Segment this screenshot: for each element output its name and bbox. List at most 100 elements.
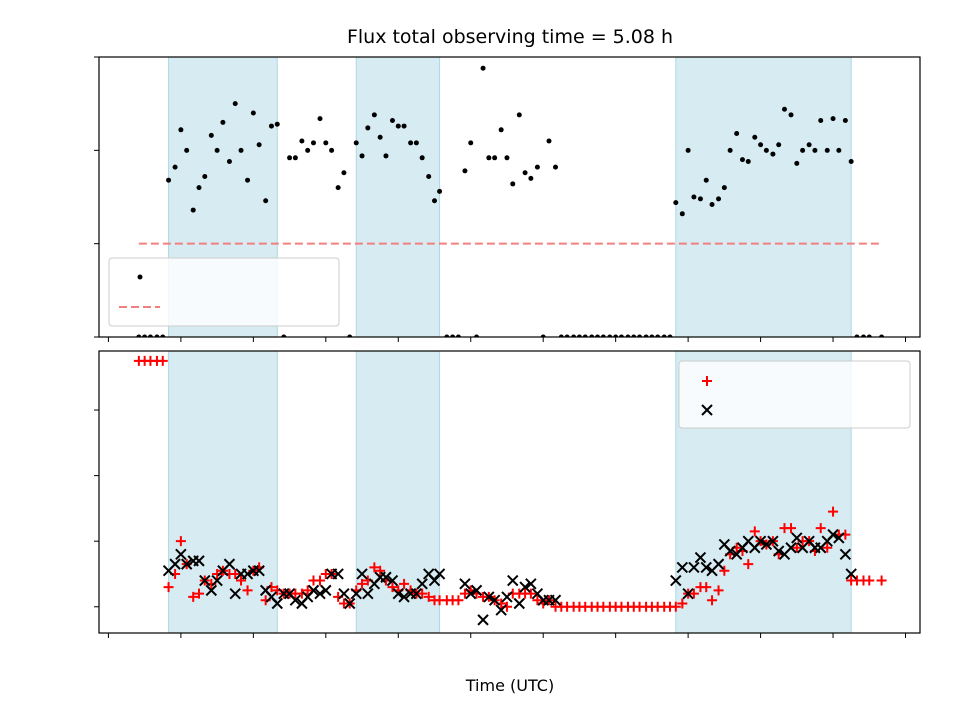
measurement-point — [752, 134, 758, 140]
measurement-point — [347, 334, 353, 337]
matched-star-point — [525, 588, 536, 599]
measurement-point — [582, 334, 588, 337]
measurement-point — [462, 168, 468, 174]
predicted-star-point — [501, 591, 513, 603]
predicted-star-point — [332, 568, 344, 580]
predicted-star-point — [694, 551, 707, 564]
measurement-point — [208, 132, 214, 138]
measurement-point — [281, 334, 287, 337]
measurement-point — [510, 181, 516, 187]
measurement-point — [395, 123, 401, 129]
measurement-point — [504, 155, 510, 161]
matched-star-point — [815, 523, 826, 534]
matched-star-point — [743, 559, 754, 570]
measurement-point — [196, 185, 202, 191]
measurement-point — [806, 142, 812, 148]
measurement-point — [879, 334, 885, 337]
predicted-star-point — [549, 594, 562, 606]
legend-measurements-swatch — [137, 274, 143, 280]
matched-star-point — [822, 542, 833, 553]
measurement-point — [788, 112, 794, 118]
measurement-point — [673, 200, 679, 206]
measurement-point — [781, 106, 787, 112]
matched-star-point — [423, 591, 434, 602]
measurement-point — [323, 140, 329, 146]
predicted-star-point — [676, 561, 689, 574]
measurement-point — [842, 117, 848, 123]
measurement-point — [667, 334, 673, 337]
measurement-point — [721, 185, 727, 191]
measurement-point — [655, 334, 661, 337]
measurement-point — [299, 138, 305, 144]
shaded-interval — [675, 57, 852, 337]
matched-star-point — [242, 585, 253, 596]
predicted-star-point — [344, 597, 356, 610]
predicted-star-point — [175, 548, 187, 561]
measurement-point — [437, 188, 443, 194]
predicted-star-point — [350, 587, 362, 600]
measurement-point — [618, 334, 624, 337]
predicted-star-point — [180, 558, 193, 570]
measurement-point — [540, 334, 546, 337]
predicted-star-point — [241, 568, 254, 580]
measurement-point — [643, 334, 649, 337]
measurement-point — [147, 334, 153, 337]
matched-star-point — [236, 575, 247, 586]
measurement-point — [866, 334, 872, 337]
measurement-point — [818, 117, 824, 123]
measurement-point — [498, 127, 504, 133]
measurement-point — [480, 65, 486, 71]
predicted-star-point — [459, 578, 471, 590]
predicted-star-point — [205, 584, 218, 597]
predicted-star-point — [356, 568, 368, 580]
measurement-point — [697, 196, 703, 202]
predicted-star-point — [307, 584, 320, 597]
measurement-point — [734, 131, 740, 137]
measurement-point — [268, 123, 274, 129]
measurement-point — [232, 101, 238, 107]
count-panel — [94, 350, 921, 638]
measurement-point — [474, 334, 480, 337]
measurement-point — [419, 155, 425, 161]
predicted-star-point — [193, 555, 205, 567]
predicted-star-point — [785, 542, 797, 554]
measurement-point — [558, 334, 564, 337]
shaded-interval — [355, 57, 441, 337]
predicted-star-point — [428, 574, 441, 587]
measurement-point — [450, 334, 456, 337]
predicted-star-point — [433, 568, 446, 580]
x-axis-label: Time (UTC) — [465, 676, 554, 695]
predicted-star-point — [223, 558, 236, 570]
measurement-point — [528, 175, 534, 181]
measurement-point — [305, 147, 311, 153]
predicted-star-point — [712, 558, 725, 570]
measurement-point — [830, 116, 836, 122]
predicted-star-point — [488, 594, 501, 606]
predicted-star-point — [386, 574, 399, 587]
measurement-point — [703, 177, 709, 183]
matched-star-point — [163, 582, 174, 593]
measurement-point — [178, 127, 184, 133]
plot-area — [136, 57, 885, 337]
matched-star-point — [302, 585, 313, 596]
measurement-point — [546, 138, 552, 144]
matched-star-point — [864, 575, 875, 586]
legend-box — [108, 257, 340, 327]
measurement-point — [631, 334, 637, 337]
predicted-star-point — [320, 584, 332, 597]
measurement-point — [359, 153, 365, 159]
measurement-point — [341, 170, 347, 176]
measurement-point — [770, 151, 776, 157]
measurement-point — [220, 119, 226, 125]
measurement-point — [142, 334, 148, 337]
predicted-star-point — [839, 548, 852, 561]
matched-star-point — [193, 588, 204, 599]
measurement-point — [679, 211, 685, 217]
predicted-star-point — [398, 591, 410, 603]
predicted-star-point — [253, 564, 265, 577]
matched-star-point — [707, 595, 718, 606]
predicted-star-point — [688, 561, 700, 574]
predicted-star-point — [845, 568, 857, 580]
measurement-point — [595, 334, 601, 337]
